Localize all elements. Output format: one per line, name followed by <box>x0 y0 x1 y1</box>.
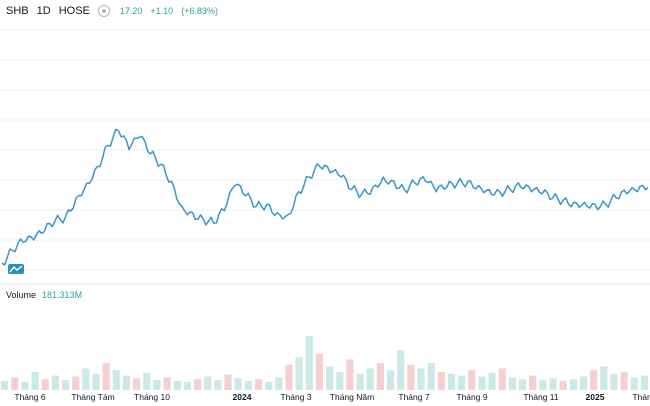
volume-bars <box>1 336 648 390</box>
volume-bar <box>315 354 323 390</box>
volume-bar <box>173 381 181 390</box>
volume-bar <box>386 370 395 390</box>
volume-bar <box>529 375 537 390</box>
x-tick-label: Tháng 6 <box>14 392 45 402</box>
volume-bar <box>122 375 131 390</box>
price-change-percent: (+6.83%) <box>181 6 218 16</box>
volume-bar <box>488 372 496 390</box>
volume-bar <box>376 363 384 390</box>
volume-bar <box>437 372 445 390</box>
eye-icon[interactable] <box>97 5 110 17</box>
volume-bar <box>366 368 374 390</box>
volume-bar <box>224 374 232 390</box>
volume-bar <box>234 378 242 390</box>
volume-bar <box>21 381 29 390</box>
volume-bar <box>51 375 59 390</box>
volume-bar <box>143 372 151 390</box>
x-tick-label: 2025 <box>586 392 605 402</box>
x-axis-ticks: Tháng 6 Tháng Tám Tháng 10 2024 Tháng 3 Tháng… <box>14 392 650 402</box>
volume-bar <box>133 378 141 390</box>
volume-bar <box>305 336 313 390</box>
volume-bar <box>112 370 120 390</box>
volume-bar <box>102 363 110 390</box>
volume-bar <box>458 375 466 390</box>
volume-bar <box>265 381 273 390</box>
volume-bar <box>630 377 638 390</box>
volume-legend: Volume 181.313M <box>6 290 82 300</box>
volume-bar <box>336 372 344 390</box>
price-change: +1.10 <box>150 6 174 16</box>
volume-bar <box>153 380 161 390</box>
x-tick-label: Tháng 11 <box>523 392 559 402</box>
x-tick-label: Tháng 10 <box>134 392 170 402</box>
volume-bar <box>61 380 70 390</box>
volume-bar <box>610 373 618 390</box>
volume-bar <box>519 379 527 390</box>
volume-bar <box>539 380 547 390</box>
interval-label[interactable]: 1D <box>36 5 51 17</box>
volume-bar <box>579 376 588 390</box>
volume-bar <box>498 368 506 390</box>
symbol-label[interactable]: SHB <box>6 5 29 17</box>
x-tick-label: Tháng 9 <box>456 392 487 402</box>
volume-bar <box>194 379 202 390</box>
volume-bar <box>326 366 334 390</box>
x-tick-label: 2024 <box>233 392 252 402</box>
volume-bar <box>407 364 415 390</box>
volume-bar <box>397 350 405 390</box>
volume-bar <box>417 368 425 390</box>
volume-bar <box>1 381 9 390</box>
price-line <box>1 128 649 266</box>
volume-bar <box>569 379 577 390</box>
volume-bar <box>356 373 364 390</box>
x-tick-label: Tháng 3 <box>280 392 311 402</box>
volume-bar <box>285 364 293 390</box>
volume-bar <box>468 370 476 390</box>
chart-grid <box>0 29 650 271</box>
volume-bar <box>275 377 283 390</box>
volume-bar <box>508 377 516 390</box>
x-tick-label: Tháng Năm <box>330 392 374 402</box>
volume-bar <box>244 381 252 390</box>
volume-bar <box>447 373 456 390</box>
x-tick-label: Tháng Tám <box>71 392 114 402</box>
volume-bar <box>72 376 80 390</box>
volume-bar <box>214 380 222 390</box>
tradingview-logo-icon[interactable] <box>8 264 24 274</box>
last-price: 17.20 <box>119 6 143 16</box>
volume-bar <box>163 377 171 390</box>
x-tick-label: Tháng 7 <box>398 392 429 402</box>
volume-bar <box>640 375 648 390</box>
volume-bar <box>590 370 598 390</box>
volume-value: 181.313M <box>42 290 83 300</box>
volume-bar <box>295 357 303 390</box>
volume-bar <box>204 376 212 390</box>
volume-bar <box>31 372 39 390</box>
volume-bar <box>183 381 191 390</box>
volume-bar <box>346 359 354 390</box>
volume-bar <box>92 373 100 390</box>
volume-bar <box>549 378 557 390</box>
chart-header: SHB 1D HOSE 17.20 +1.10 (+6.83%) <box>6 5 226 17</box>
volume-bar <box>478 376 486 390</box>
volume-bar <box>620 372 628 390</box>
volume-bar <box>41 379 49 390</box>
volume-bar <box>427 363 435 390</box>
volume-bar <box>600 366 608 390</box>
volume-bar <box>11 377 19 390</box>
volume-label: Volume <box>6 290 37 300</box>
x-tick-label: Thán <box>632 392 650 402</box>
volume-bar <box>254 379 263 390</box>
volume-bar <box>82 368 90 390</box>
volume-bar <box>559 381 567 390</box>
exchange-label: HOSE <box>58 5 90 17</box>
